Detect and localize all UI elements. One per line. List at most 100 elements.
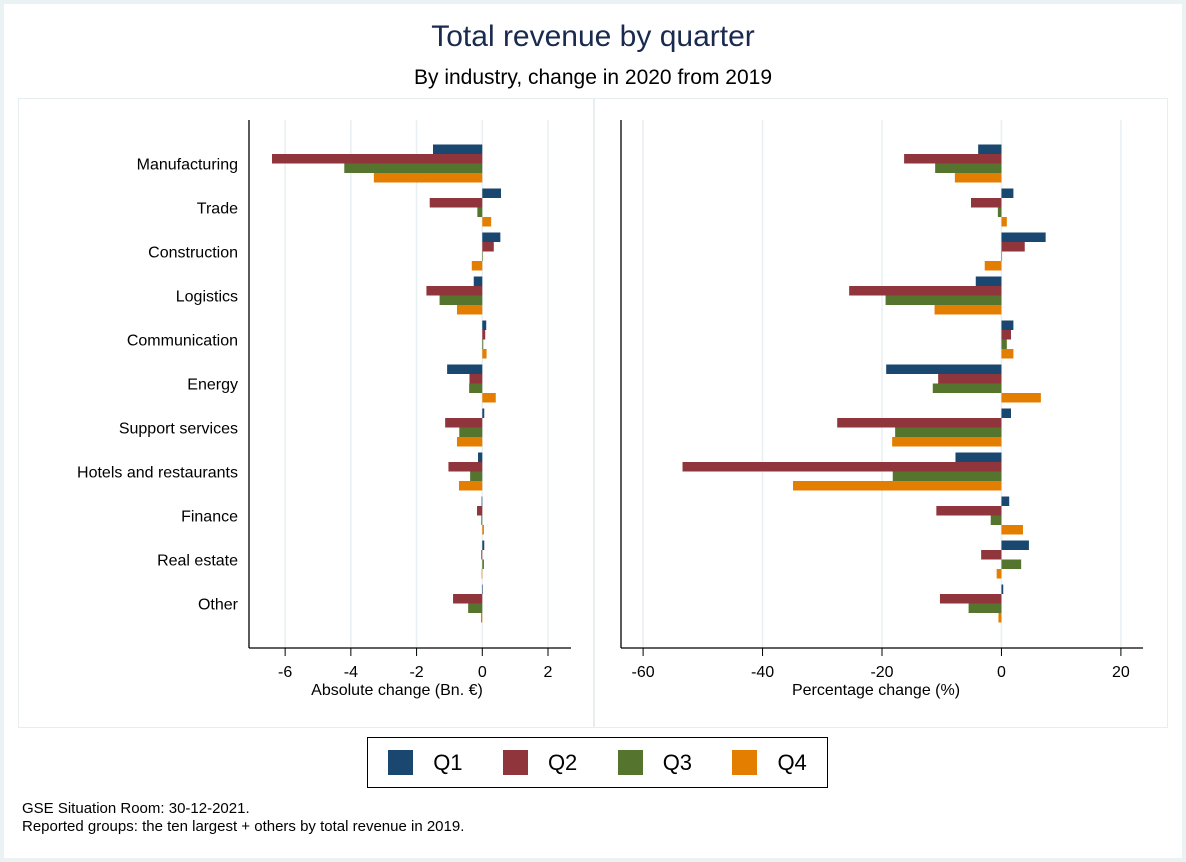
absolute-bar-support-services-q2	[445, 418, 483, 428]
legend-item-q4: Q4	[732, 749, 807, 776]
absolute-bar-logistics-q1	[473, 276, 483, 286]
absolute-bar-manufacturing-q4	[373, 173, 483, 183]
percentage-bar-finance-q2	[936, 506, 1002, 516]
percentage-bar-trade-q4	[1001, 217, 1007, 227]
absolute-bar-finance-q3	[481, 515, 483, 525]
percentage-x-tick-label-3: 0	[997, 664, 1006, 681]
absolute-x-axis-title: Absolute change (Bn. €)	[311, 682, 483, 699]
category-label-real-estate: Real estate	[157, 553, 238, 570]
percentage-bar-hotels-and-restaurants-q2	[682, 462, 1002, 472]
percentage-bar-logistics-q3	[885, 295, 1002, 305]
percentage-x-tick-label-0: -60	[632, 664, 655, 681]
percentage-bar-finance-q4	[1001, 525, 1023, 535]
percentage-bar-other-q3	[968, 603, 1002, 613]
percentage-bar-trade-q1	[1001, 188, 1014, 198]
absolute-bar-other-q3	[468, 603, 483, 613]
absolute-bar-construction-q4	[471, 261, 483, 271]
category-label-other: Other	[198, 597, 239, 614]
absolute-bar-construction-q3	[482, 251, 483, 261]
percentage-bar-construction-q1	[1001, 232, 1046, 242]
absolute-bar-trade-q1	[482, 188, 502, 198]
legend-label-q4: Q4	[777, 749, 807, 775]
percentage-bar-support-services-q3	[895, 427, 1002, 437]
absolute-bar-manufacturing-q3	[344, 163, 483, 173]
percentage-bar-energy-q3	[932, 383, 1002, 393]
absolute-bar-logistics-q2	[426, 286, 483, 296]
percentage-bar-communication-q2	[1001, 330, 1012, 340]
absolute-bar-other-q1	[481, 584, 483, 594]
percentage-bar-other-q4	[998, 613, 1002, 623]
percentage-bar-energy-q1	[886, 364, 1002, 374]
percentage-bar-communication-q4	[1001, 349, 1014, 359]
percentage-bar-manufacturing-q2	[904, 154, 1002, 164]
legend-swatch-q3	[617, 750, 643, 775]
percentage-bar-hotels-and-restaurants-q1	[955, 452, 1002, 462]
percentage-x-tick-label-1: -40	[751, 664, 774, 681]
legend-label-q1: Q1	[433, 749, 463, 775]
absolute-bar-real-estate-q4	[481, 569, 483, 579]
percentage-bar-manufacturing-q4	[954, 173, 1002, 183]
legend: Q1 Q2 Q3 Q4	[367, 737, 828, 788]
absolute-x-tick-label-4: 2	[544, 664, 553, 681]
absolute-x-tick-label-0: -6	[278, 664, 292, 681]
absolute-bar-hotels-and-restaurants-q2	[448, 462, 483, 472]
category-label-hotels-and-restaurants: Hotels and restaurants	[77, 465, 238, 482]
absolute-bar-communication-q1	[482, 320, 487, 330]
absolute-bar-construction-q2	[482, 242, 494, 252]
absolute-x-tick-label-2: -2	[409, 664, 423, 681]
absolute-bar-support-services-q3	[459, 427, 483, 437]
percentage-bar-support-services-q4	[892, 437, 1002, 447]
category-label-manufacturing: Manufacturing	[137, 157, 238, 174]
absolute-bar-energy-q3	[469, 383, 483, 393]
absolute-bar-finance-q2	[477, 506, 483, 516]
percentage-bar-real-estate-q2	[981, 550, 1002, 560]
chart-subtitle: By industry, change in 2020 from 2019	[414, 66, 772, 89]
percentage-bar-trade-q2	[970, 198, 1002, 208]
category-label-construction: Construction	[148, 245, 238, 262]
absolute-bar-finance-q1	[481, 496, 483, 506]
absolute-bar-hotels-and-restaurants-q1	[478, 452, 483, 462]
percentage-bar-other-q1	[1001, 584, 1004, 594]
percentage-x-tick-label-4: 20	[1112, 664, 1130, 681]
percentage-bar-communication-q1	[1001, 320, 1014, 330]
percentage-bar-logistics-q2	[849, 286, 1002, 296]
category-label-trade: Trade	[197, 201, 238, 218]
absolute-bar-communication-q3	[482, 339, 484, 349]
percentage-bar-logistics-q1	[975, 276, 1002, 286]
absolute-bar-hotels-and-restaurants-q3	[470, 471, 483, 481]
absolute-bar-real-estate-q2	[481, 550, 483, 560]
absolute-bar-real-estate-q3	[482, 559, 484, 569]
legend-item-q3: Q3	[617, 750, 692, 776]
chart-title: Total revenue by quarter	[431, 20, 755, 53]
absolute-bar-energy-q2	[469, 374, 483, 384]
legend-swatch-q1	[388, 750, 414, 775]
absolute-bar-logistics-q3	[439, 295, 483, 305]
panel-percentage-change	[594, 98, 1168, 728]
percentage-bar-support-services-q1	[1001, 408, 1012, 418]
source-note: GSE Situation Room: 30-12-2021.	[22, 800, 250, 817]
absolute-x-tick-label-3: 0	[478, 664, 487, 681]
percentage-bar-trade-q3	[997, 207, 1002, 217]
absolute-bar-finance-q4	[482, 525, 484, 535]
absolute-bar-energy-q4	[482, 393, 496, 403]
absolute-bar-support-services-q4	[456, 437, 483, 447]
legend-item-q1: Q1	[388, 749, 463, 776]
percentage-bar-hotels-and-restaurants-q4	[793, 481, 1002, 491]
absolute-bar-communication-q4	[482, 349, 487, 359]
absolute-bar-hotels-and-restaurants-q4	[458, 481, 483, 491]
category-label-support-services: Support services	[119, 421, 238, 438]
absolute-bar-communication-q2	[482, 330, 486, 340]
percentage-bar-construction-q4	[984, 261, 1002, 271]
absolute-bar-other-q2	[453, 594, 483, 604]
legend-item-q2: Q2	[502, 750, 577, 776]
percentage-bar-finance-q3	[990, 515, 1002, 525]
panel-absolute-change	[18, 98, 594, 728]
absolute-bar-trade-q2	[429, 198, 483, 208]
category-label-finance: Finance	[181, 509, 238, 526]
absolute-bar-support-services-q1	[482, 408, 485, 418]
percentage-bar-communication-q3	[1001, 339, 1007, 349]
absolute-bar-manufacturing-q2	[272, 154, 483, 164]
absolute-bar-other-q4	[480, 613, 483, 623]
percentage-bar-construction-q2	[1001, 242, 1025, 252]
